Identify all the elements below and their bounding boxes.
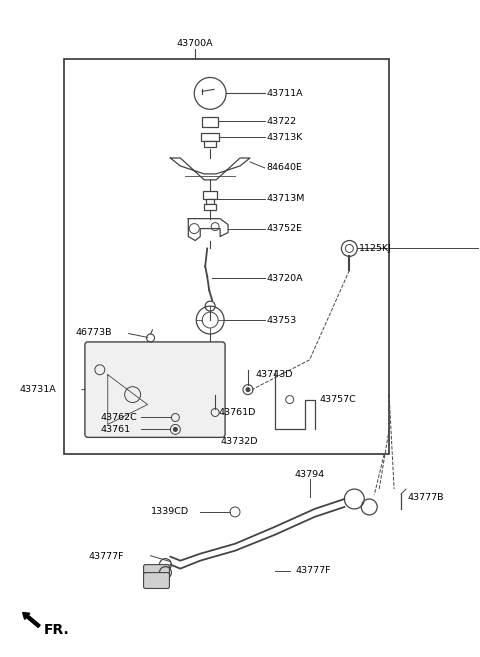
Text: 43794: 43794 bbox=[295, 470, 325, 479]
Bar bbox=[64, 58, 389, 454]
Text: 43762C: 43762C bbox=[101, 413, 138, 422]
Text: FR.: FR. bbox=[44, 623, 70, 637]
Text: 43711A: 43711A bbox=[267, 89, 303, 98]
Bar bbox=[204, 141, 216, 147]
Text: 43722: 43722 bbox=[267, 117, 297, 125]
FancyArrow shape bbox=[23, 612, 40, 627]
Text: 43761: 43761 bbox=[101, 425, 131, 434]
FancyBboxPatch shape bbox=[85, 342, 225, 438]
Bar bbox=[206, 199, 214, 204]
Text: 43713M: 43713M bbox=[267, 194, 305, 203]
FancyBboxPatch shape bbox=[144, 573, 169, 589]
Text: 43732D: 43732D bbox=[220, 437, 258, 446]
Text: 46773B: 46773B bbox=[76, 328, 112, 338]
Text: 43713K: 43713K bbox=[267, 133, 303, 142]
Text: 43777B: 43777B bbox=[407, 493, 444, 501]
Text: 43757C: 43757C bbox=[320, 395, 356, 404]
Text: 43731A: 43731A bbox=[19, 385, 56, 394]
Text: 43777F: 43777F bbox=[89, 552, 124, 561]
Bar bbox=[203, 191, 217, 199]
Text: 1339CD: 1339CD bbox=[151, 507, 189, 516]
Text: 43700A: 43700A bbox=[177, 39, 214, 48]
Text: 43761D: 43761D bbox=[218, 408, 255, 417]
Text: 84640E: 84640E bbox=[267, 164, 303, 172]
Text: 43743D: 43743D bbox=[256, 371, 293, 379]
Text: 43777F: 43777F bbox=[296, 566, 331, 575]
FancyBboxPatch shape bbox=[144, 564, 169, 581]
Text: 43753: 43753 bbox=[267, 315, 297, 325]
Circle shape bbox=[173, 428, 178, 432]
Text: 43720A: 43720A bbox=[267, 274, 303, 283]
Bar bbox=[201, 133, 219, 141]
Bar bbox=[204, 204, 216, 210]
Circle shape bbox=[246, 388, 250, 392]
Text: 1125KJ: 1125KJ bbox=[360, 244, 392, 253]
Bar bbox=[202, 117, 218, 127]
Text: 43752E: 43752E bbox=[267, 224, 303, 233]
